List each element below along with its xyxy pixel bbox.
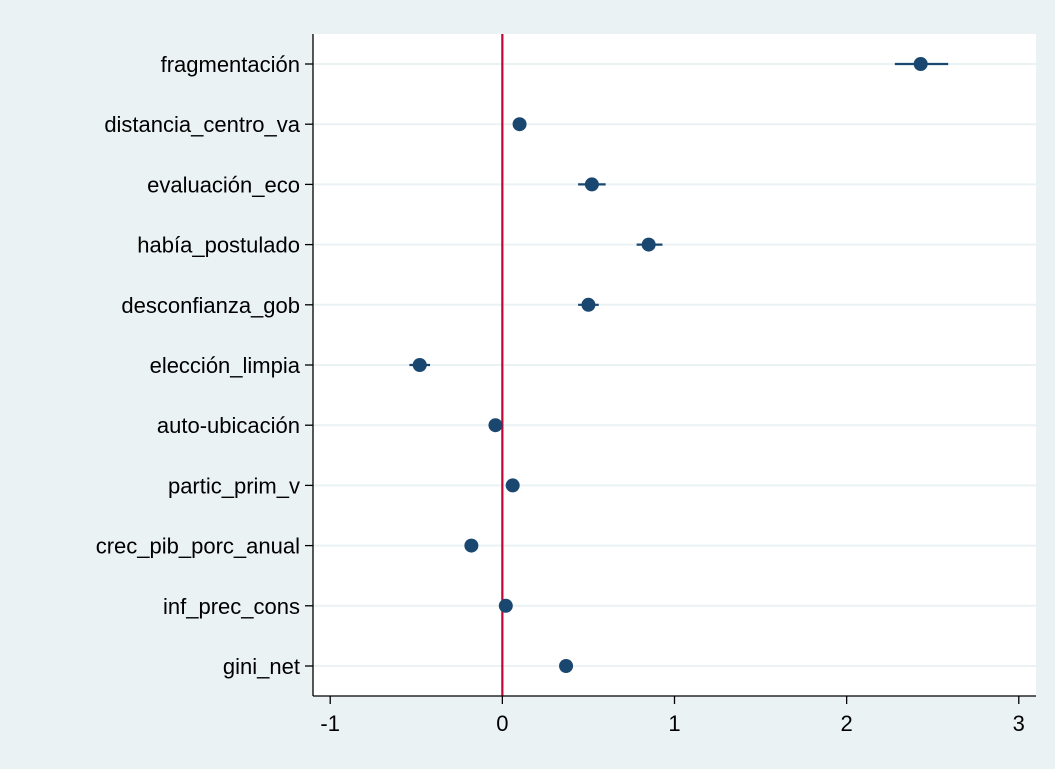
coefficient-point: [412, 358, 427, 372]
category-label: distancia_centro_va: [104, 112, 300, 137]
coefficient-points: [412, 57, 928, 673]
coefficient-point: [464, 538, 479, 553]
category-label: partic_prim_v: [168, 473, 300, 498]
category-label: había_postulado: [137, 233, 300, 258]
category-labels: fragmentación distancia_centro_va evaluaci…: [96, 52, 301, 679]
category-label: evaluación_eco: [147, 172, 300, 197]
x-tick-label: 1: [668, 711, 680, 736]
coefficient-point: [505, 478, 520, 493]
category-label: gini_net: [223, 654, 300, 679]
coefficient-point: [641, 237, 656, 252]
x-tick-label: 0: [496, 711, 508, 736]
category-label: fragmentación: [161, 52, 300, 77]
gridlines: [313, 63, 1036, 667]
category-label: inf_prec_cons: [163, 594, 300, 619]
coefficient-point: [559, 659, 574, 673]
coefficient-point: [498, 598, 513, 613]
x-tick-label: 3: [1013, 711, 1025, 736]
coefficient-point: [488, 418, 503, 433]
x-tick-label: -1: [320, 711, 340, 736]
x-tick-labels: -1 0 1 2 3: [320, 711, 1024, 736]
coefficient-point: [913, 57, 928, 71]
coefficient-point: [584, 177, 599, 192]
x-tick-label: 2: [841, 711, 853, 736]
coefficient-point: [512, 117, 527, 132]
category-label: crec_pib_porc_anual: [96, 534, 300, 559]
coefficient-point: [581, 297, 596, 312]
category-label: auto-ubicación: [157, 413, 300, 438]
category-label: elección_limpia: [150, 353, 301, 378]
category-label: desconfianza_gob: [121, 293, 300, 318]
axes: [305, 34, 1036, 704]
